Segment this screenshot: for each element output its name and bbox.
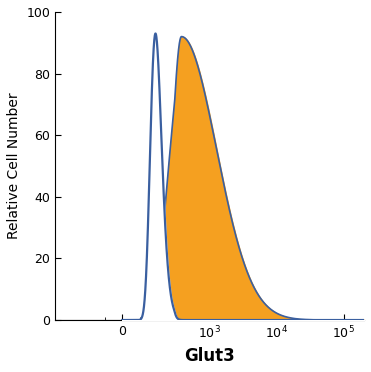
Y-axis label: Relative Cell Number: Relative Cell Number (7, 93, 21, 239)
X-axis label: Glut3: Glut3 (184, 347, 235, 365)
